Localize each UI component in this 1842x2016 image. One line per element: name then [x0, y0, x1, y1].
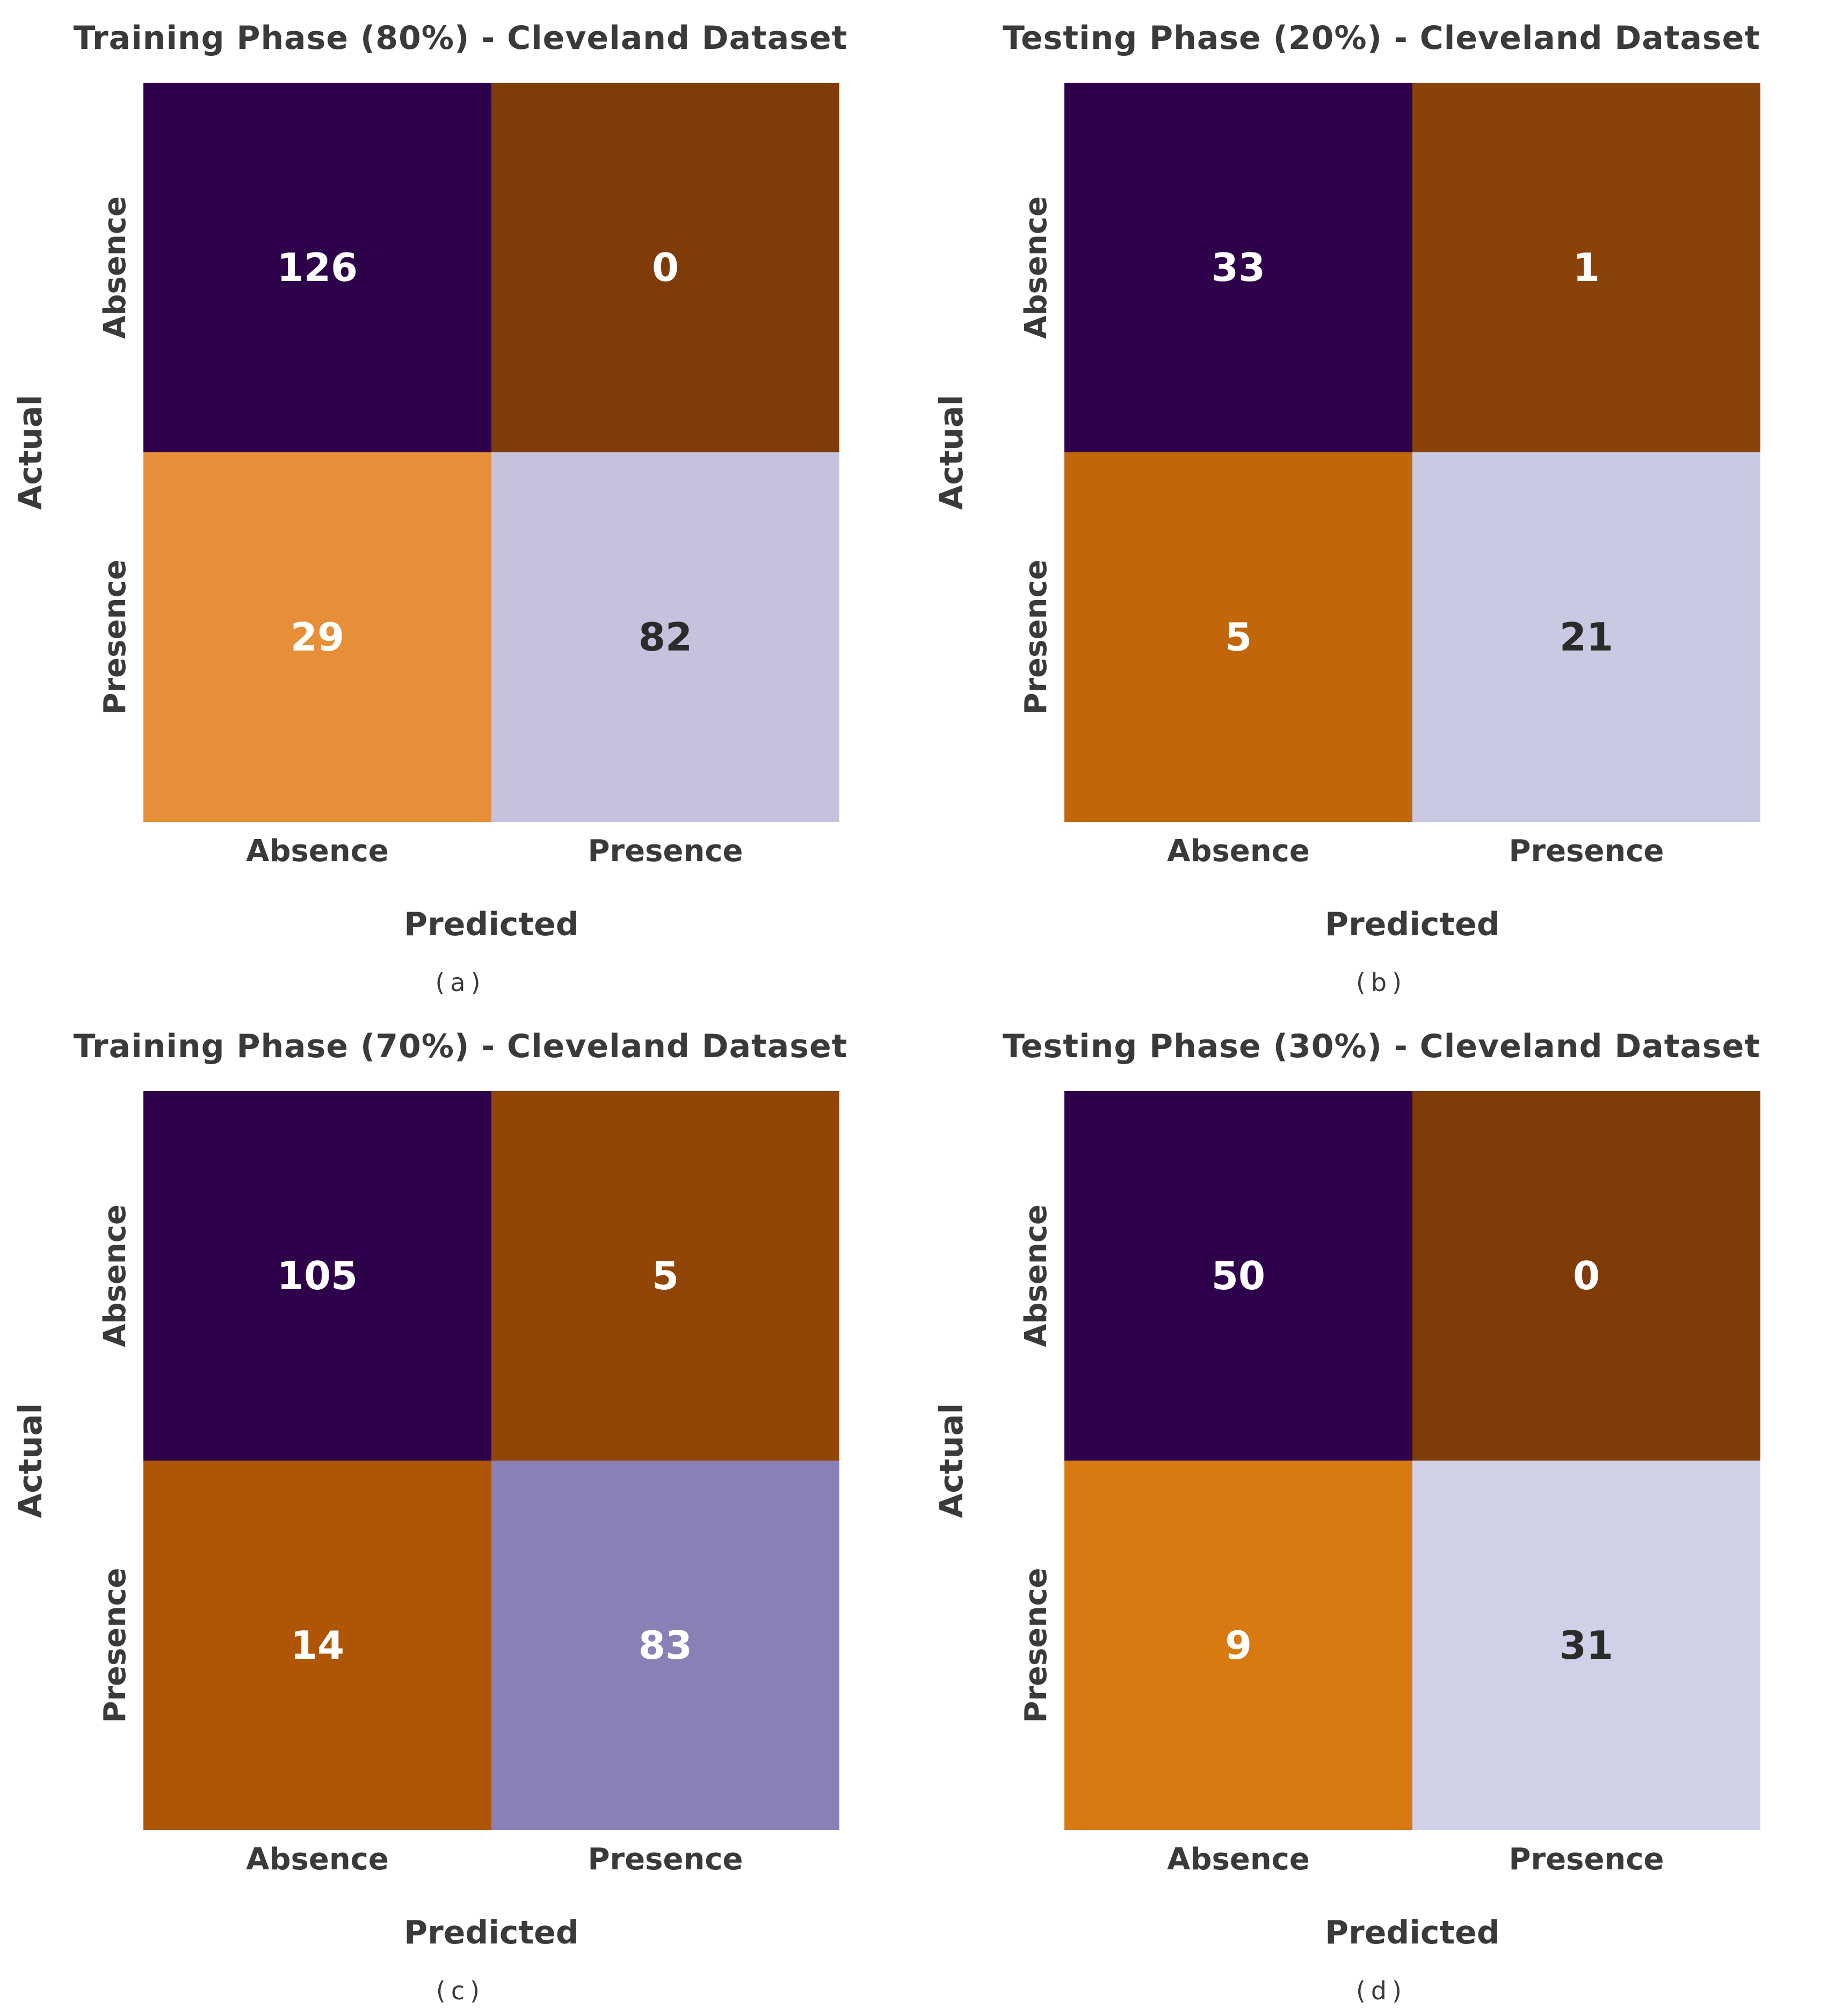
- x-tick-absence: Absence: [246, 1842, 389, 1877]
- x-tick-row: Absence Presence: [143, 1842, 839, 1877]
- heatmap: 105 5 14 83: [143, 1091, 839, 1830]
- panel-training-70: Training Phase (70%) - Cleveland Dataset…: [0, 1008, 921, 2016]
- cell-actual-absence-pred-absence: 105: [143, 1091, 491, 1461]
- x-tick-row: Absence Presence: [1064, 1842, 1760, 1877]
- x-tick-absence: Absence: [1167, 1842, 1310, 1877]
- x-tick-row: Absence Presence: [143, 834, 839, 869]
- panel-title: Training Phase (80%) - Cleveland Dataset: [73, 19, 848, 57]
- y-tick-presence: Presence: [1019, 1567, 1054, 1723]
- cell-actual-absence-pred-absence: 33: [1064, 83, 1412, 452]
- cell-actual-absence-pred-presence: 1: [1412, 83, 1760, 452]
- heatmap: 50 0 9 31: [1064, 1091, 1760, 1830]
- panel-testing-20: Testing Phase (20%) - Cleveland Dataset …: [921, 0, 1842, 1008]
- y-tick-absence: Absence: [1019, 196, 1054, 339]
- panel-testing-30: Testing Phase (30%) - Cleveland Dataset …: [921, 1008, 1842, 2016]
- x-axis-label: Predicted: [404, 906, 579, 943]
- y-axis-label: Actual: [933, 394, 970, 510]
- y-tick-absence: Absence: [98, 196, 133, 339]
- x-axis-label: Predicted: [1325, 1914, 1500, 1952]
- y-tick-presence: Presence: [98, 1567, 133, 1723]
- x-tick-row: Absence Presence: [1064, 834, 1760, 869]
- y-axis-label: Actual: [933, 1403, 970, 1519]
- cell-actual-presence-pred-presence: 82: [491, 452, 839, 822]
- y-tick-absence: Absence: [1019, 1204, 1054, 1347]
- cell-actual-presence-pred-absence: 9: [1064, 1461, 1412, 1830]
- y-tick-presence: Presence: [98, 559, 133, 715]
- cell-actual-presence-pred-absence: 29: [143, 452, 491, 822]
- cell-actual-presence-pred-presence: 21: [1412, 452, 1760, 822]
- cell-actual-absence-pred-presence: 0: [491, 83, 839, 452]
- subfigure-caption: (d): [1355, 1976, 1408, 2005]
- cell-actual-absence-pred-absence: 126: [143, 83, 491, 452]
- x-axis-label: Predicted: [404, 1914, 579, 1952]
- x-tick-presence: Presence: [588, 1842, 743, 1877]
- panel-training-80: Training Phase (80%) - Cleveland Dataset…: [0, 0, 921, 1008]
- y-axis-label: Actual: [12, 1403, 49, 1519]
- cell-actual-presence-pred-presence: 83: [491, 1461, 839, 1830]
- x-axis-label: Predicted: [1325, 906, 1500, 943]
- subfigure-caption: (a): [435, 968, 486, 997]
- cell-actual-presence-pred-absence: 14: [143, 1461, 491, 1830]
- cell-actual-absence-pred-absence: 50: [1064, 1091, 1412, 1461]
- heatmap: 33 1 5 21: [1064, 83, 1760, 822]
- panel-title: Testing Phase (20%) - Cleveland Dataset: [1002, 19, 1761, 57]
- cell-actual-absence-pred-presence: 5: [491, 1091, 839, 1461]
- y-tick-absence: Absence: [98, 1204, 133, 1347]
- x-tick-absence: Absence: [1167, 834, 1310, 869]
- x-tick-presence: Presence: [1509, 834, 1664, 869]
- x-tick-presence: Presence: [588, 834, 743, 869]
- panel-title: Training Phase (70%) - Cleveland Dataset: [73, 1028, 848, 1065]
- subfigure-caption: (b): [1355, 968, 1408, 997]
- x-tick-absence: Absence: [246, 834, 389, 869]
- x-tick-presence: Presence: [1509, 1842, 1664, 1877]
- y-tick-presence: Presence: [1019, 559, 1054, 715]
- cell-actual-absence-pred-presence: 0: [1412, 1091, 1760, 1461]
- cell-actual-presence-pred-absence: 5: [1064, 452, 1412, 822]
- y-axis-label: Actual: [12, 394, 49, 510]
- panel-title: Testing Phase (30%) - Cleveland Dataset: [1002, 1028, 1761, 1065]
- subfigure-caption: (c): [436, 1976, 485, 2005]
- cell-actual-presence-pred-presence: 31: [1412, 1461, 1760, 1830]
- heatmap: 126 0 29 82: [143, 83, 839, 822]
